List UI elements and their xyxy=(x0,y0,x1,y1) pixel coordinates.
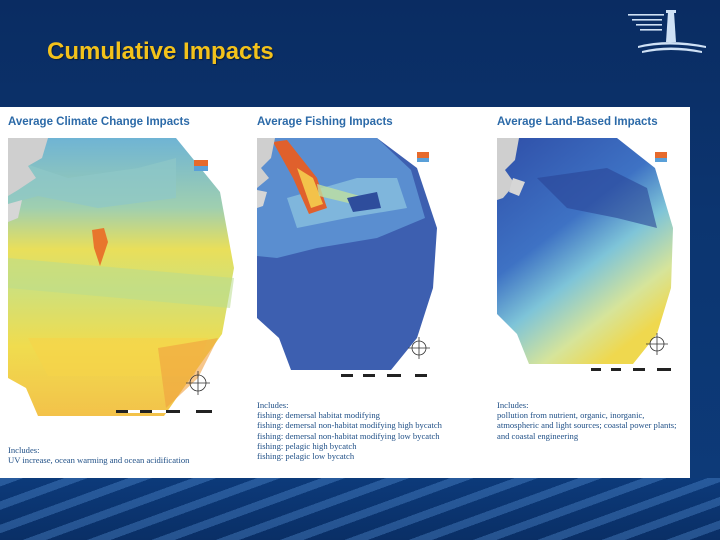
includes-caption: Includes: pollution from nutrient, organ… xyxy=(497,400,676,441)
land-based-impact-map xyxy=(497,138,683,382)
includes-item: fishing: pelagic high bycatch xyxy=(257,441,442,451)
decorative-wave-band xyxy=(0,478,720,540)
includes-item: and coastal engineering xyxy=(497,431,676,441)
includes-item: fishing: demersal habitat modifying xyxy=(257,410,442,420)
includes-label: Includes: xyxy=(257,400,442,410)
lighthouse-icon xyxy=(628,8,710,58)
fishing-impact-map xyxy=(257,138,449,390)
includes-label: Includes: xyxy=(8,445,189,455)
includes-item: atmospheric and light sources; coastal p… xyxy=(497,420,676,430)
panel-title: Average Fishing Impacts xyxy=(257,116,393,128)
includes-item: fishing: pelagic low bycatch xyxy=(257,451,442,461)
includes-item: pollution from nutrient, organic, inorga… xyxy=(497,410,676,420)
includes-item: fishing: demersal non-habitat modifying … xyxy=(257,431,442,441)
content-area: Average Climate Change Impacts xyxy=(0,107,690,478)
includes-item: fishing: demersal non-habitat modifying … xyxy=(257,420,442,430)
panel-land-based: Average Land-Based Impacts xyxy=(497,107,687,478)
includes-caption: Includes: fishing: demersal habitat modi… xyxy=(257,400,442,461)
panel-title: Average Climate Change Impacts xyxy=(8,116,190,128)
includes-caption: Includes: UV increase, ocean warming and… xyxy=(8,445,189,465)
includes-item: UV increase, ocean warming and ocean aci… xyxy=(8,455,189,465)
panel-climate-change: Average Climate Change Impacts xyxy=(8,107,240,478)
panel-fishing: Average Fishing Impacts xyxy=(257,107,472,478)
panel-title: Average Land-Based Impacts xyxy=(497,116,658,128)
includes-label: Includes: xyxy=(497,400,676,410)
climate-impact-map xyxy=(8,138,238,420)
slide-title: Cumulative Impacts xyxy=(47,38,274,66)
